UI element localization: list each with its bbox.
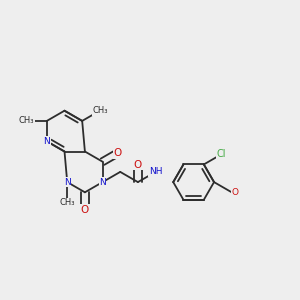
Text: CH₃: CH₃ — [59, 198, 75, 207]
Text: O: O — [232, 188, 239, 197]
Text: N: N — [64, 178, 70, 187]
Text: CH₃: CH₃ — [19, 116, 34, 125]
Text: N: N — [99, 178, 106, 187]
Text: NH: NH — [149, 167, 162, 176]
Text: O: O — [134, 160, 142, 170]
Text: O: O — [81, 205, 89, 214]
Text: CH₃: CH₃ — [92, 106, 108, 115]
Text: O: O — [113, 148, 122, 158]
Text: N: N — [44, 137, 50, 146]
Text: Cl: Cl — [217, 149, 226, 159]
